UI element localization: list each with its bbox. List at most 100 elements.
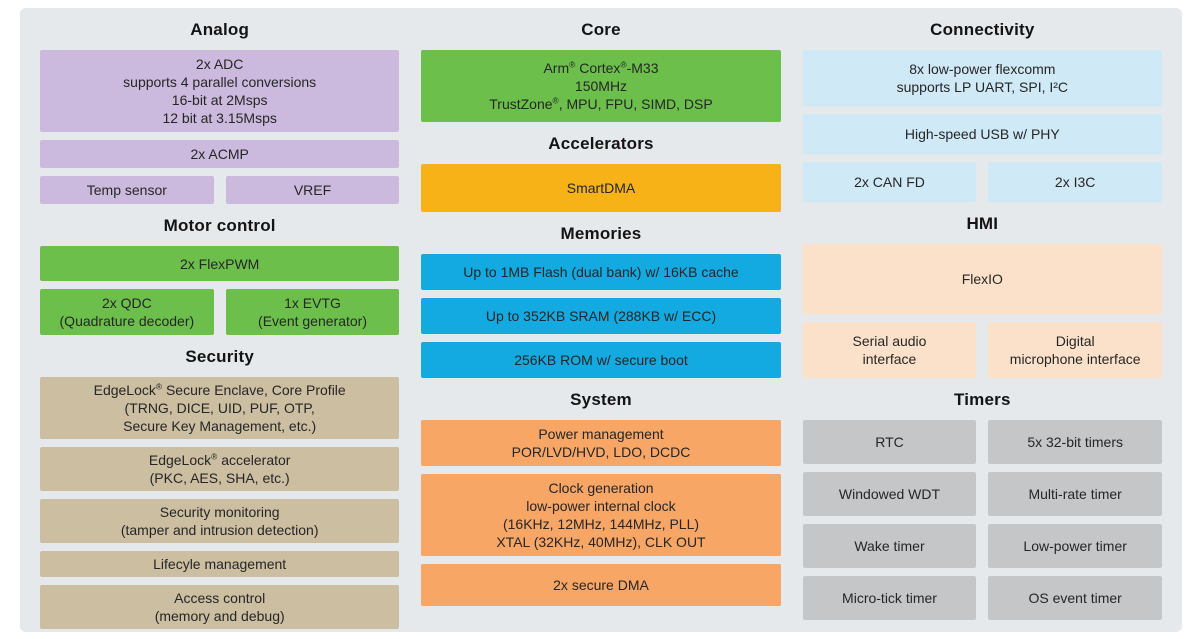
block-text-line: supports 4 parallel conversions xyxy=(123,74,317,90)
section-title-security: Security xyxy=(185,347,254,366)
section-memories: Memories Up to 1MB Flash (dual bank) w/ 1… xyxy=(421,212,781,378)
section-hmi: HMI FlexIO Serial audio interface Digital mic… xyxy=(802,202,1162,378)
block-serial-audio: Serial audio interface xyxy=(802,322,977,378)
block-row: EdgeLock® Secure Enclave, Core Profile (T… xyxy=(40,377,400,439)
block-text-line: Digital xyxy=(1055,333,1095,349)
block-5x-32-bit-timers: 5x 32-bit timers xyxy=(988,420,1162,464)
block-text-line: 12 bit at 3.15Msps xyxy=(162,110,277,126)
block-digital: Digital microphone interface xyxy=(988,322,1162,378)
registered-trademark-symbol: ® xyxy=(211,451,218,462)
block-text-line: 2x QDC xyxy=(101,295,152,311)
registered-trademark-symbol: ® xyxy=(620,59,627,70)
block-text-line: (memory and debug) xyxy=(154,608,285,624)
block-text-line: Secure Key Management, etc.) xyxy=(123,418,317,434)
block-2x-adc: 2x ADC supports 4 parallel conversions 16-… xyxy=(40,50,400,132)
block-text-line: RTC xyxy=(875,434,904,450)
section-title-analog: Analog xyxy=(190,20,250,39)
block-text-line: (Event generator) xyxy=(258,313,367,329)
block-row: 2x CAN FD 2x I3C xyxy=(802,162,1162,202)
block-2x-i3c: 2x I3C xyxy=(988,162,1162,202)
block-2x-flexpwm: 2x FlexPWM xyxy=(40,246,400,281)
section-rows: 2x ADC supports 4 parallel conversions 16-… xyxy=(40,50,400,204)
block-row: Arm® Cortex®-M33 150MHz TrustZone®, MPU, F… xyxy=(421,50,781,122)
block-text-line: 5x 32-bit timers xyxy=(1027,434,1124,450)
block-text-line: 2x ADC xyxy=(195,56,244,72)
block-windowed-wdt: Windowed WDT xyxy=(802,472,977,516)
block-row: EdgeLock® accelerator (PKC, AES, SHA, etc… xyxy=(40,447,400,491)
block-text-line: Power management xyxy=(538,426,664,442)
block-text-line: Security monitoring xyxy=(159,504,280,520)
block-text-line: Access control xyxy=(174,590,266,606)
mcu-block-diagram-panel: Analog 2x ADC supports 4 parallel conversi… xyxy=(20,8,1182,632)
section-title-system: System xyxy=(570,390,632,409)
section-rows: Arm® Cortex®-M33 150MHz TrustZone®, MPU, F… xyxy=(421,50,781,122)
block-text-line: FlexIO xyxy=(961,271,1003,287)
section-rows: 2x FlexPWM 2x QDC (Quadrature decoder) 1x E… xyxy=(40,246,400,335)
block-text-line: Arm® Cortex®-M33 xyxy=(543,59,659,76)
block-2x-can-fd: 2x CAN FD xyxy=(802,162,977,202)
block-row: 2x ACMP xyxy=(40,140,400,168)
block-text-line: (PKC, AES, SHA, etc.) xyxy=(149,470,290,486)
block-text-line: Up to 352KB SRAM (288KB w/ ECC) xyxy=(485,308,717,324)
block-text-line: microphone interface xyxy=(1009,351,1141,367)
block-up-to-352kb-sram-288kb-w-ecc: Up to 352KB SRAM (288KB w/ ECC) xyxy=(421,298,781,334)
section-title-motor-control: Motor control xyxy=(163,216,276,235)
block-row: Security monitoring (tamper and intrusion… xyxy=(40,499,400,543)
block-text-line: (TRNG, DICE, UID, PUF, OTP, xyxy=(124,400,315,416)
block-row: 2x secure DMA xyxy=(421,564,781,606)
block-256kb-rom-w-secure-boot: 256KB ROM w/ secure boot xyxy=(421,342,781,378)
block-lifecyle-management: Lifecyle management xyxy=(40,551,400,577)
block-text-line: Wake timer xyxy=(854,538,925,554)
block-1x-evtg: 1x EVTG (Event generator) xyxy=(225,289,400,335)
block-text-line: EdgeLock® Secure Enclave, Core Profile xyxy=(93,381,346,398)
block-2x-qdc: 2x QDC (Quadrature decoder) xyxy=(40,289,214,335)
block-text-line: Micro-tick timer xyxy=(842,590,937,606)
block-text-line: Clock generation xyxy=(548,480,654,496)
block-text-line: Low-power timer xyxy=(1023,538,1127,554)
block-text-line: 2x CAN FD xyxy=(854,174,925,190)
block-8x-low-power-flexcomm: 8x low-power flexcomm supports LP UART, S… xyxy=(802,50,1162,106)
block-text-line: 1x EVTG xyxy=(284,295,341,311)
block-text-line: Lifecyle management xyxy=(153,556,287,572)
block-text-line: TrustZone®, MPU, FPU, SIMD, DSP xyxy=(489,95,713,112)
block-text-line: (Quadrature decoder) xyxy=(59,313,195,329)
section-rows: Up to 1MB Flash (dual bank) w/ 16KB cach… xyxy=(421,254,781,378)
block-row: Temp sensor VREF xyxy=(40,176,400,204)
block-os-event-timer: OS event timer xyxy=(988,576,1162,620)
block-text-line: 2x I3C xyxy=(1054,174,1096,190)
block-text-line: VREF xyxy=(293,182,332,198)
block-row: Serial audio interface Digital microphone i… xyxy=(802,322,1162,378)
registered-trademark-symbol: ® xyxy=(155,381,163,392)
block-text-line: low-power internal clock xyxy=(526,498,676,514)
section-title-memories: Memories xyxy=(560,224,642,243)
block-text-line: 2x FlexPWM xyxy=(179,255,260,272)
block-row: 2x FlexPWM xyxy=(40,246,400,281)
block-access-control: Access control (memory and debug) xyxy=(40,585,400,629)
block-edgelock-accelerator: EdgeLock® accelerator (PKC, AES, SHA, etc… xyxy=(40,447,400,491)
block-micro-tick-timer: Micro-tick timer xyxy=(802,576,977,620)
block-row: 8x low-power flexcomm supports LP UART, S… xyxy=(802,50,1162,106)
section-rows: 8x low-power flexcomm supports LP UART, S… xyxy=(802,50,1162,202)
block-text-line: Up to 1MB Flash (dual bank) w/ 16KB cach… xyxy=(463,264,739,280)
section-title-timers: Timers xyxy=(953,390,1011,409)
section-rows: Power management POR/LVD/HVD, LDO, DCDC Cl… xyxy=(421,420,781,606)
block-text-line: 150MHz xyxy=(574,78,628,94)
block-row: Up to 1MB Flash (dual bank) w/ 16KB cach… xyxy=(421,254,781,290)
block-text-line: Serial audio xyxy=(852,333,927,349)
block-vref: VREF xyxy=(225,176,400,204)
block-row: Power management POR/LVD/HVD, LDO, DCDC xyxy=(421,420,781,466)
block-edgelock-secure-enclave-core-profile: EdgeLock® Secure Enclave, Core Profile (T… xyxy=(40,377,400,439)
block-row: 256KB ROM w/ secure boot xyxy=(421,342,781,378)
block-row: Lifecyle management xyxy=(40,551,400,577)
block-text-line: 8x low-power flexcomm xyxy=(909,61,1056,77)
column-left: Analog 2x ADC supports 4 parallel conversi… xyxy=(40,16,400,629)
block-text-line: OS event timer xyxy=(1028,590,1122,606)
block-temp-sensor: Temp sensor xyxy=(40,176,214,204)
block-power-management: Power management POR/LVD/HVD, LDO, DCDC xyxy=(421,420,781,466)
section-title-connectivity: Connectivity xyxy=(930,20,1035,39)
block-arm-cortex-m33: Arm® Cortex®-M33 150MHz TrustZone®, MPU, F… xyxy=(421,50,781,122)
section-timers: Timers RTC 5x 32-bit timers Windowed WDT Mul… xyxy=(802,378,1162,620)
section-rows: EdgeLock® Secure Enclave, Core Profile (T… xyxy=(40,377,400,629)
block-row: Access control (memory and debug) xyxy=(40,585,400,629)
block-text-line: XTAL (32KHz, 40MHz), CLK OUT xyxy=(496,534,706,550)
